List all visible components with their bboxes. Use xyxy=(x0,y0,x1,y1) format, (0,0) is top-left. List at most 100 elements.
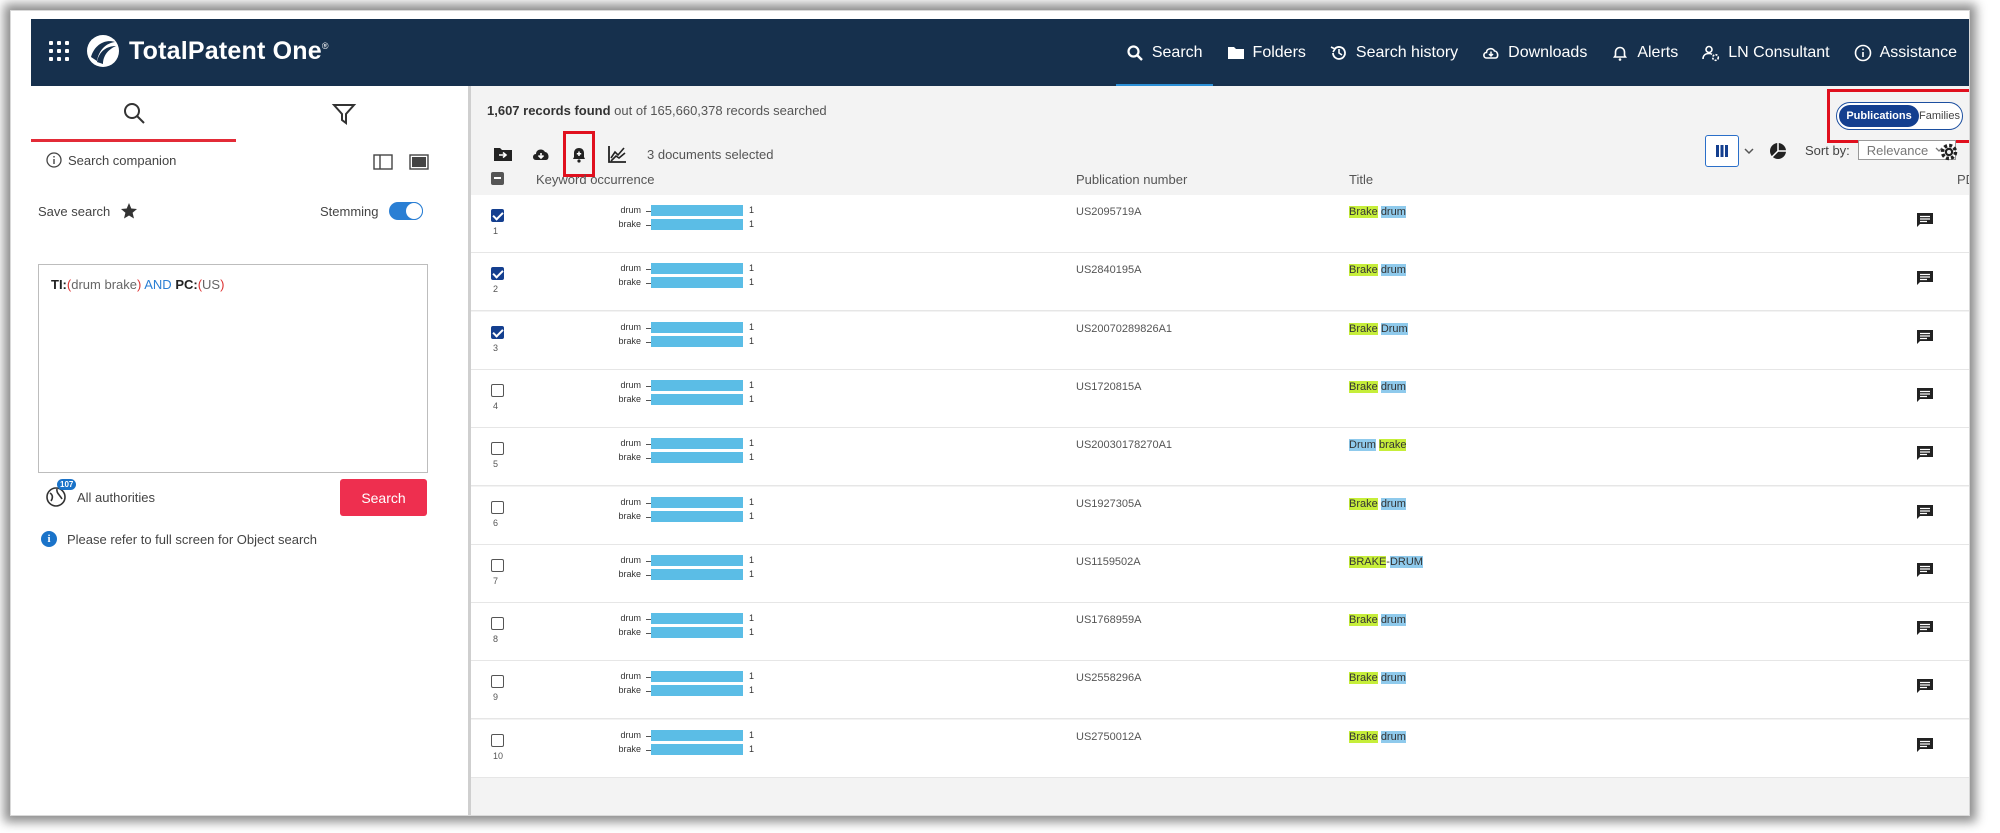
comment-icon[interactable] xyxy=(1916,678,1934,694)
keyword-label: brake xyxy=(618,393,641,404)
publication-title[interactable]: Brake drum xyxy=(1349,264,1406,277)
publication-number[interactable]: US2840195A xyxy=(1076,264,1142,277)
publication-number[interactable]: US1720815A xyxy=(1076,380,1142,393)
all-authorities[interactable]: All authorities xyxy=(77,490,155,505)
comment-icon[interactable] xyxy=(1916,504,1934,520)
search-button[interactable]: Search xyxy=(340,479,427,516)
publication-number[interactable]: US2095719A xyxy=(1076,206,1142,218)
chevron-down-icon[interactable] xyxy=(1743,145,1755,157)
publication-title[interactable]: Brake drum xyxy=(1349,672,1406,685)
nav-assistance[interactable]: Assistance xyxy=(1842,19,1969,86)
gear-icon[interactable] xyxy=(1939,142,1959,162)
publication-title[interactable]: Brake drum xyxy=(1349,206,1406,218)
title-term: drum xyxy=(1380,264,1406,277)
publication-number[interactable]: US1768959A xyxy=(1076,614,1142,627)
comment-icon[interactable] xyxy=(1916,270,1934,286)
publication-title[interactable]: Brake drum xyxy=(1349,730,1406,743)
comment-icon[interactable] xyxy=(1916,445,1934,461)
publication-number[interactable]: US1927305A xyxy=(1076,497,1142,510)
nav-ln-consultant[interactable]: LN Consultant xyxy=(1690,19,1841,86)
search-icon xyxy=(1126,44,1152,62)
publication-number[interactable]: US20070289826A1 xyxy=(1076,322,1173,335)
table-row[interactable]: 8 drum 1 brake 1 US1768959A Brake drum PDF xyxy=(471,603,1969,662)
tab-search[interactable] xyxy=(31,86,236,142)
nav-alerts[interactable]: Alerts xyxy=(1599,19,1690,86)
nav-downloads[interactable]: Downloads xyxy=(1470,19,1599,86)
col-publication-number[interactable]: Publication number xyxy=(1076,172,1188,187)
publication-number[interactable]: US1159502A xyxy=(1076,555,1141,568)
comment-icon[interactable] xyxy=(1916,387,1934,403)
publication-title[interactable]: BRAKE-DRUM xyxy=(1349,555,1423,568)
panel-layout-icon[interactable] xyxy=(373,154,393,170)
query-editor[interactable]: TI:(drum brake) AND PC:(US) xyxy=(38,264,428,473)
cloud-download-icon xyxy=(1482,44,1508,62)
comment-icon[interactable] xyxy=(1916,212,1934,228)
comment-icon[interactable] xyxy=(1916,329,1934,345)
sort-select[interactable]: Relevance xyxy=(1857,140,1956,160)
fullscreen-layout-icon[interactable] xyxy=(409,154,429,170)
history-icon xyxy=(1330,44,1356,62)
row-checkbox[interactable] xyxy=(491,383,504,397)
table-row[interactable]: 5 drum 1 brake 1 US20030178270A1 Drum brake PDF xyxy=(471,428,1969,487)
stemming-toggle[interactable] xyxy=(388,202,423,220)
comment-icon[interactable] xyxy=(1916,620,1934,636)
row-checkbox[interactable] xyxy=(491,442,504,456)
publication-number[interactable]: US2750012A xyxy=(1076,730,1142,743)
families-option[interactable]: Families xyxy=(1919,110,1960,122)
keyword-tick xyxy=(646,691,651,693)
keyword-count: 1 xyxy=(749,335,755,346)
nav-search[interactable]: Search xyxy=(1114,19,1215,86)
col-keyword-occurrence[interactable]: Keyword occurrence xyxy=(536,172,655,187)
move-to-folder-button[interactable] xyxy=(487,140,519,168)
table-row[interactable]: 2 drum 1 brake 1 US2840195A Brake drum PDF xyxy=(471,253,1969,312)
table-row[interactable]: 10 drum 1 brake 1 US2750012A Brake drum PDF xyxy=(471,719,1969,778)
save-search[interactable]: Save search xyxy=(38,202,138,220)
table-row[interactable]: 1 drum 1 brake 1 US2095719A Brake drum PDF xyxy=(471,195,1969,253)
nav-folders[interactable]: Folders xyxy=(1215,19,1318,86)
pie-chart-icon[interactable] xyxy=(1768,141,1788,161)
publications-option[interactable]: Publications xyxy=(1839,105,1920,127)
analytics-button[interactable] xyxy=(601,140,633,168)
col-title[interactable]: Title xyxy=(1349,172,1374,187)
row-checkbox[interactable] xyxy=(491,733,504,747)
publication-number[interactable]: US2558296A xyxy=(1076,672,1142,685)
table-row[interactable]: 3 drum 1 brake 1 US20070289826A1 Brake Drum PDF xyxy=(471,311,1969,370)
star-icon[interactable] xyxy=(120,202,138,220)
table-row[interactable]: 9 drum 1 brake 1 US2558296A Brake drum PDF xyxy=(471,661,1969,720)
table-row[interactable]: 7 drum 1 brake 1 US1159502A BRAKE-DRUM PDF xyxy=(471,544,1969,603)
row-checkbox[interactable] xyxy=(491,617,504,631)
keyword-count: 1 xyxy=(749,393,755,404)
brand-logo[interactable]: TotalPatent One® xyxy=(85,33,329,69)
publication-number[interactable]: US20030178270A1 xyxy=(1076,439,1173,452)
row-checkbox[interactable] xyxy=(491,267,504,281)
globe-icon[interactable] xyxy=(45,486,67,508)
publication-title[interactable]: Brake drum xyxy=(1349,497,1406,510)
search-companion[interactable]: Search companion xyxy=(46,152,176,168)
table-row[interactable]: 6 drum 1 brake 1 US1927305A Brake drum PDF xyxy=(471,486,1969,545)
row-checkbox[interactable] xyxy=(491,325,504,339)
create-alert-button[interactable] xyxy=(563,131,595,177)
publication-title[interactable]: Drum brake xyxy=(1349,439,1407,452)
app-grid-icon[interactable] xyxy=(49,41,71,63)
tab-filter[interactable] xyxy=(241,86,446,142)
keyword-tick xyxy=(646,619,651,621)
comment-icon[interactable] xyxy=(1916,737,1934,753)
publication-title[interactable]: Brake drum xyxy=(1349,380,1406,393)
row-checkbox[interactable] xyxy=(491,558,504,572)
title-term: Brake xyxy=(1349,614,1378,627)
row-checkbox[interactable] xyxy=(491,500,504,514)
download-button[interactable] xyxy=(525,140,557,168)
nav-search-history[interactable]: Search history xyxy=(1318,19,1470,86)
table-row[interactable]: 4 drum 1 brake 1 US1720815A Brake drum PDF xyxy=(471,369,1969,428)
publication-title[interactable]: Brake Drum xyxy=(1349,322,1408,335)
select-all-checkbox[interactable] xyxy=(491,172,504,185)
left-panel-tabs xyxy=(31,86,468,142)
title-term: Brake xyxy=(1349,206,1378,218)
comment-icon[interactable] xyxy=(1916,562,1934,578)
column-view-button[interactable] xyxy=(1705,135,1739,167)
row-checkbox[interactable] xyxy=(491,675,504,689)
row-checkbox[interactable] xyxy=(491,209,504,222)
keyword-tick xyxy=(646,341,651,343)
publication-title[interactable]: Brake drum xyxy=(1349,614,1406,627)
object-search-info: i Please refer to full screen for Object… xyxy=(41,531,317,547)
